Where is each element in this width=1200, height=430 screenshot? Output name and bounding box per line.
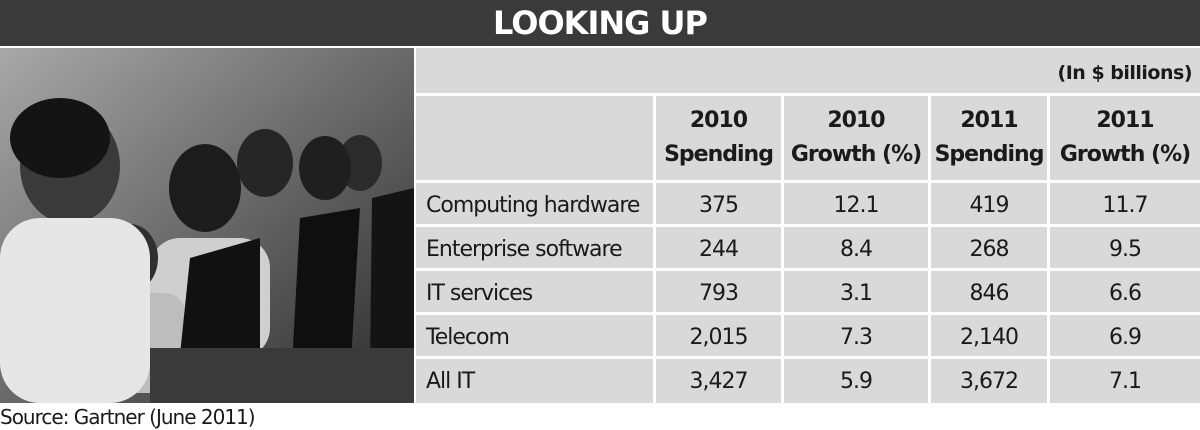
column-header-measure: Growth (%) [1059,142,1191,167]
title-bar: LOOKING UP [0,0,1200,46]
cell-2010-growth: 5.9 [840,368,873,394]
cell-2010-growth: 8.4 [840,236,873,262]
column-header-year: 2011 [1096,108,1154,133]
row-label: All IT [426,368,475,394]
cell-2011-growth: 9.5 [1109,236,1142,262]
cell-2010-spending: 244 [699,236,739,262]
cell-2011-spending: 3,672 [960,368,1019,394]
cell-2011-spending: 846 [969,280,1010,306]
column-header: 2010 Growth (%) [784,96,928,180]
table-row: IT services 793 3.1 846 6.6 [416,271,1200,315]
column-header: 2011 Growth (%) [1050,96,1200,180]
cell-2011-growth: 6.9 [1109,324,1142,350]
column-header-year: 2010 [689,108,748,133]
row-label: Telecom [426,324,510,350]
cell-2010-spending: 3,427 [689,368,749,394]
cell-2010-spending: 2,015 [689,324,749,350]
source-note: Source: Gartner (June 2011) [0,405,256,429]
column-header-year: 2011 [960,108,1018,133]
cell-2011-growth: 6.6 [1109,280,1142,306]
column-header-year: 2010 [827,108,885,133]
table-rule [416,180,1200,183]
cell-2011-spending: 2,140 [960,324,1019,350]
table-row: Enterprise software 244 8.4 268 9.5 [416,227,1200,271]
cell-2010-spending: 793 [699,280,739,306]
column-header-measure: Spending [664,142,774,167]
table-rule [416,93,1200,96]
column-header: 2010 Spending [656,96,781,180]
table-rule [416,312,1200,315]
row-label: Enterprise software [426,236,623,262]
cell-2010-growth: 3.1 [840,280,873,306]
table-row: All IT 3,427 5.9 3,672 7.1 [416,359,1200,403]
column-header: 2011 Spending [931,96,1047,180]
row-label: IT services [426,280,533,306]
cell-2011-spending: 268 [969,236,1010,262]
cell-2011-growth: 7.1 [1109,368,1142,394]
chart-title: LOOKING UP [493,4,708,42]
column-header-measure: Growth (%) [790,142,922,167]
cell-2010-growth: 12.1 [833,192,880,218]
table-column-rule [653,95,656,403]
table-rule [416,356,1200,359]
table-row: Computing hardware 375 12.1 419 11.7 [416,183,1200,227]
cell-2010-spending: 375 [699,192,739,218]
cell-2010-growth: 7.3 [840,324,873,350]
cell-2011-growth: 11.7 [1102,192,1149,218]
column-header-measure: Spending [934,142,1045,167]
table-row: Telecom 2,015 7.3 2,140 6.9 [416,315,1200,359]
table-column-rule [781,95,784,403]
table-column-rule [1047,95,1050,403]
table-rule [416,268,1200,271]
cell-2011-spending: 419 [969,192,1010,218]
table-rule [416,224,1200,227]
row-label: Computing hardware [426,192,640,218]
unit-note: (In $ billions) [1057,62,1193,84]
table-column-rule [928,95,931,403]
photo-people-at-computers [0,48,414,403]
